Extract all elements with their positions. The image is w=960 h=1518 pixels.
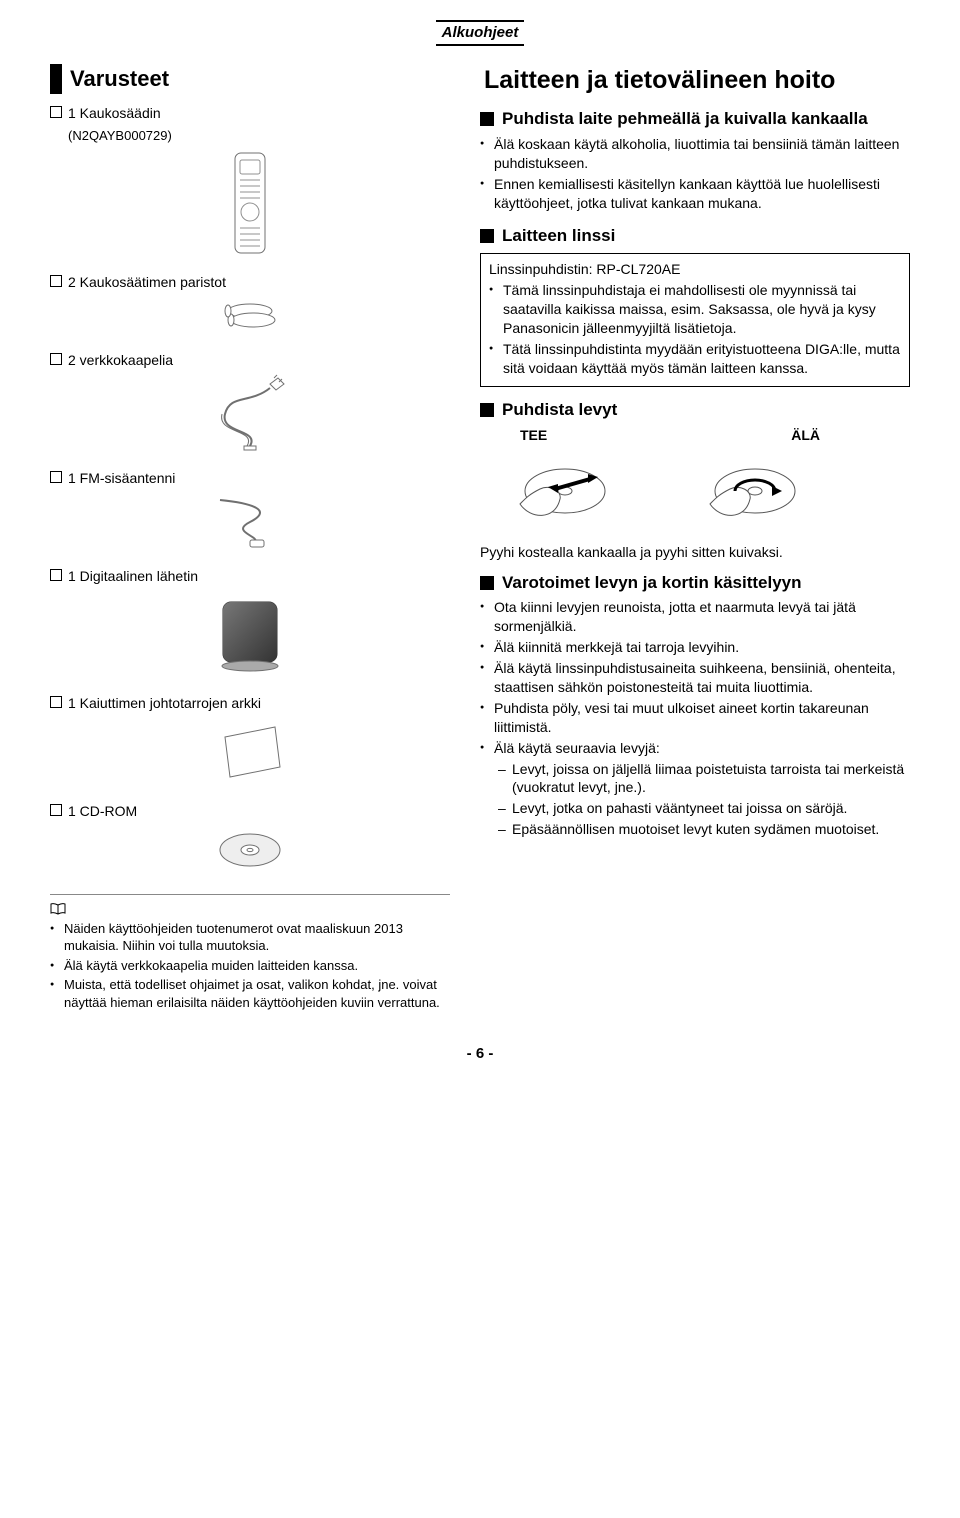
checkbox-icon xyxy=(50,275,62,287)
sub-title: Puhdista laite pehmeällä ja kuivalla kan… xyxy=(502,108,868,131)
two-column-layout: Varusteet 1 Kaukosäädin (N2QAYB000729) xyxy=(50,64,910,1013)
sub4-dash-list: Levyt, joissa on jäljellä liimaa poistet… xyxy=(480,760,910,840)
square-icon xyxy=(480,229,494,243)
accessory-digital-transmitter: 1 Digitaalinen lähetin xyxy=(50,567,450,586)
list-item: Älä kiinnitä merkkejä tai tarroja levyih… xyxy=(480,638,910,657)
sub-clean-cloth: Puhdista laite pehmeällä ja kuivalla kan… xyxy=(480,108,910,131)
disc-dont-icon xyxy=(690,449,820,529)
page-header: Alkuohjeet xyxy=(50,20,910,46)
square-icon xyxy=(480,403,494,417)
tee-ala-row: TEE ÄLÄ xyxy=(520,426,820,445)
left-column: Varusteet 1 Kaukosäädin (N2QAYB000729) xyxy=(50,64,450,1013)
sub-lens: Laitteen linssi xyxy=(480,225,910,248)
list-item: Levyt, jotka on pahasti vääntyneet tai j… xyxy=(498,799,910,818)
accessory-sub: (N2QAYB000729) xyxy=(68,127,450,145)
page-number: - 6 - xyxy=(50,1044,910,1064)
disc-do-icon xyxy=(500,449,630,529)
sub-precautions: Varotoimet levyn ja kortin käsittelyyn xyxy=(480,572,910,595)
list-item: Levyt, joissa on jäljellä liimaa poistet… xyxy=(498,760,910,798)
list-item: Epäsäännöllisen muotoiset levyt kuten sy… xyxy=(498,820,910,839)
list-item: Tätä linssinpuhdistinta myydään erityist… xyxy=(489,340,901,378)
list-item: Ennen kemiallisesti käsitellyn kankaan k… xyxy=(480,175,910,213)
checkbox-icon xyxy=(50,696,62,708)
fm-antenna-illustration xyxy=(50,492,450,557)
lens-cleaner-box: Linssinpuhdistin: RP-CL720AE Tämä linssi… xyxy=(480,253,910,386)
accessory-cdrom: 1 CD-ROM xyxy=(50,802,450,821)
accessory-label: 2 verkkokaapelia xyxy=(68,351,173,370)
accessory-batteries: 2 Kaukosäätimen paristot xyxy=(50,273,450,292)
note-item: Muista, että todelliset ohjaimet ja osat… xyxy=(50,976,450,1011)
sub-clean-discs: Puhdista levyt xyxy=(480,399,910,422)
varusteet-title: Varusteet xyxy=(70,64,169,94)
checkbox-icon xyxy=(50,804,62,816)
sub-title: Laitteen linssi xyxy=(502,225,615,248)
powercable-illustration xyxy=(50,374,450,459)
book-icon xyxy=(50,901,66,920)
cdrom-illustration xyxy=(50,825,450,880)
list-item: Älä käytä seuraavia levyjä: xyxy=(480,739,910,758)
square-icon xyxy=(480,576,494,590)
checkbox-icon xyxy=(50,106,62,118)
accessory-fm-antenna: 1 FM-sisäantenni xyxy=(50,469,450,488)
accessory-remote: 1 Kaukosäädin xyxy=(50,104,450,123)
accessory-label: 1 Kaukosäädin xyxy=(68,104,161,123)
sub-title: Varotoimet levyn ja kortin käsittelyyn xyxy=(502,572,802,595)
notes-list: Näiden käyttöohjeiden tuotenumerot ovat … xyxy=(50,920,450,1012)
heading-bar xyxy=(50,64,62,94)
accessory-label: 1 CD-ROM xyxy=(68,802,137,821)
sub1-list: Älä koskaan käytä alkoholia, liuottimia … xyxy=(480,135,910,213)
sub4-list: Ota kiinni levyjen reunoista, jotta et n… xyxy=(480,598,910,757)
note-item: Näiden käyttöohjeiden tuotenumerot ovat … xyxy=(50,920,450,955)
batteries-illustration xyxy=(50,296,450,341)
wipe-text: Pyyhi kostealla kankaalla ja pyyhi sitte… xyxy=(480,543,910,562)
list-item: Älä koskaan käytä alkoholia, liuottimia … xyxy=(480,135,910,173)
box-title: Linssinpuhdistin: RP-CL720AE xyxy=(489,260,901,279)
note-item: Älä käytä verkkokaapelia muiden laitteid… xyxy=(50,957,450,975)
ala-label: ÄLÄ xyxy=(791,426,820,445)
transmitter-illustration xyxy=(50,590,450,685)
accessory-label-sheet: 1 Kaiuttimen johtotarrojen arkki xyxy=(50,694,450,713)
square-icon xyxy=(480,112,494,126)
sheet-illustration xyxy=(50,717,450,792)
sub-title: Puhdista levyt xyxy=(502,399,617,422)
accessory-label: 1 FM-sisäantenni xyxy=(68,469,175,488)
accessory-powercable: 2 verkkokaapelia xyxy=(50,351,450,370)
box-list: Tämä linssinpuhdistaja ei mahdollisesti … xyxy=(489,281,901,377)
accessory-label: 1 Kaiuttimen johtotarrojen arkki xyxy=(68,694,261,713)
disc-illustrations xyxy=(500,449,910,529)
remote-illustration xyxy=(50,148,450,263)
checkbox-icon xyxy=(50,353,62,365)
list-item: Älä käytä linssinpuhdistusaineita suihke… xyxy=(480,659,910,697)
list-item: Tämä linssinpuhdistaja ei mahdollisesti … xyxy=(489,281,901,338)
varusteet-heading: Varusteet xyxy=(50,64,450,94)
accessory-label: 1 Digitaalinen lähetin xyxy=(68,567,198,586)
page-header-text: Alkuohjeet xyxy=(436,20,525,46)
tee-label: TEE xyxy=(520,426,547,445)
accessory-label: 2 Kaukosäätimen paristot xyxy=(68,273,226,292)
separator xyxy=(50,894,450,895)
notes-block: Näiden käyttöohjeiden tuotenumerot ovat … xyxy=(50,901,450,1012)
right-column: Laitteen ja tietovälineen hoito Puhdista… xyxy=(480,64,910,1013)
checkbox-icon xyxy=(50,471,62,483)
checkbox-icon xyxy=(50,569,62,581)
care-title: Laitteen ja tietovälineen hoito xyxy=(480,64,910,98)
list-item: Ota kiinni levyjen reunoista, jotta et n… xyxy=(480,598,910,636)
list-item: Puhdista pöly, vesi tai muut ulkoiset ai… xyxy=(480,699,910,737)
